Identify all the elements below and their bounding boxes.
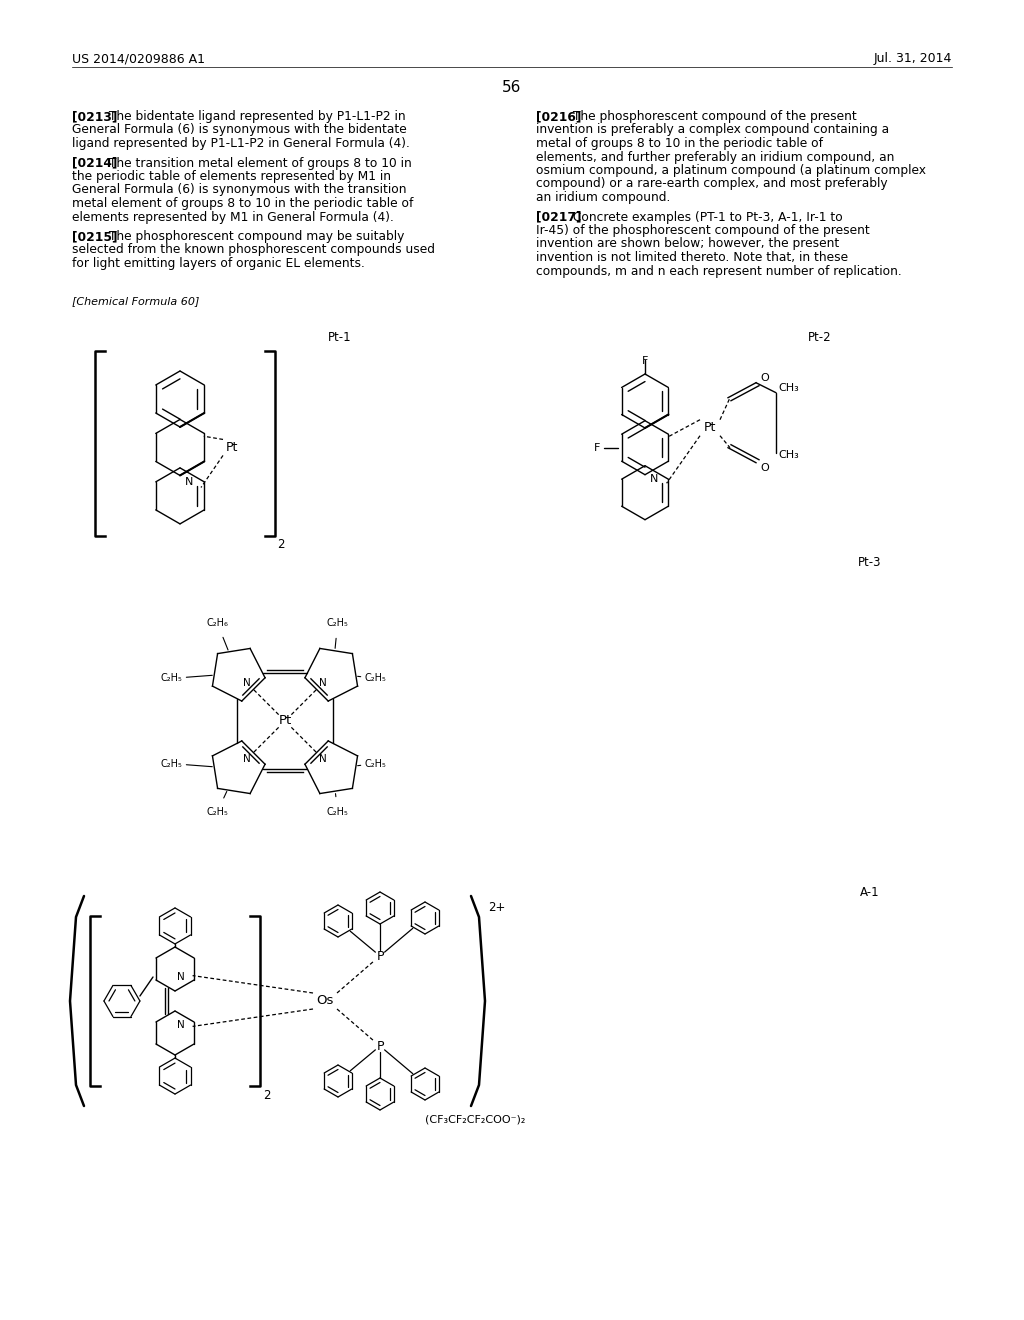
Text: Pt: Pt [279, 714, 292, 727]
Text: The bidentate ligand represented by P1-L1-P2 in: The bidentate ligand represented by P1-L… [104, 110, 406, 123]
Text: C₂H₅: C₂H₅ [207, 807, 228, 817]
Text: osmium compound, a platinum compound (a platinum complex: osmium compound, a platinum compound (a … [536, 164, 926, 177]
Text: The phosphorescent compound may be suitably: The phosphorescent compound may be suita… [104, 230, 404, 243]
Text: O: O [760, 372, 769, 383]
Text: CH₃: CH₃ [778, 383, 799, 393]
Text: N: N [185, 477, 194, 487]
Text: for light emitting layers of organic EL elements.: for light emitting layers of organic EL … [72, 257, 365, 271]
Text: C₂H₅: C₂H₅ [161, 673, 182, 684]
Text: The transition metal element of groups 8 to 10 in: The transition metal element of groups 8… [104, 157, 412, 169]
Text: selected from the known phosphorescent compounds used: selected from the known phosphorescent c… [72, 243, 435, 256]
Text: compound) or a rare-earth complex, and most preferably: compound) or a rare-earth complex, and m… [536, 177, 888, 190]
Text: compounds, m and n each represent number of replication.: compounds, m and n each represent number… [536, 264, 902, 277]
Text: CH₃: CH₃ [778, 450, 799, 459]
Text: elements, and further preferably an iridium compound, an: elements, and further preferably an irid… [536, 150, 894, 164]
Text: metal element of groups 8 to 10 in the periodic table of: metal element of groups 8 to 10 in the p… [72, 197, 414, 210]
Text: C₂H₆: C₂H₆ [207, 618, 228, 628]
Text: N: N [244, 754, 251, 764]
Text: N: N [318, 678, 327, 688]
Text: 56: 56 [503, 81, 521, 95]
Text: 2: 2 [278, 539, 285, 550]
Text: C₂H₅: C₂H₅ [365, 759, 386, 768]
Text: A-1: A-1 [860, 886, 880, 899]
Text: invention is preferably a complex compound containing a: invention is preferably a complex compou… [536, 124, 889, 136]
Text: C₂H₅: C₂H₅ [161, 759, 182, 768]
Text: invention is not limited thereto. Note that, in these: invention is not limited thereto. Note t… [536, 251, 848, 264]
Text: [0213]: [0213] [72, 110, 118, 123]
Text: metal of groups 8 to 10 in the periodic table of: metal of groups 8 to 10 in the periodic … [536, 137, 823, 150]
Text: [0217]: [0217] [536, 210, 582, 223]
Text: P: P [376, 949, 384, 962]
Text: [Chemical Formula 60]: [Chemical Formula 60] [72, 296, 200, 306]
Text: O: O [760, 463, 769, 473]
Text: Pt: Pt [703, 421, 716, 434]
Text: 2: 2 [263, 1089, 270, 1102]
Text: N: N [244, 678, 251, 688]
Text: [0216]: [0216] [536, 110, 582, 123]
Text: Pt-2: Pt-2 [808, 331, 831, 345]
Text: ligand represented by P1-L1-P2 in General Formula (4).: ligand represented by P1-L1-P2 in Genera… [72, 137, 410, 150]
Text: elements represented by M1 in General Formula (4).: elements represented by M1 in General Fo… [72, 210, 394, 223]
Text: Concrete examples (PT-1 to Pt-3, A-1, Ir-1 to: Concrete examples (PT-1 to Pt-3, A-1, Ir… [568, 210, 843, 223]
Text: Os: Os [316, 994, 334, 1007]
Text: Ir-45) of the phosphorescent compound of the present: Ir-45) of the phosphorescent compound of… [536, 224, 869, 238]
Text: [0214]: [0214] [72, 157, 118, 169]
Text: Pt: Pt [226, 441, 239, 454]
Text: invention are shown below; however, the present: invention are shown below; however, the … [536, 238, 840, 251]
Text: an iridium compound.: an iridium compound. [536, 191, 671, 205]
Text: 2+: 2+ [488, 902, 506, 913]
Text: Jul. 31, 2014: Jul. 31, 2014 [873, 51, 952, 65]
Text: US 2014/0209886 A1: US 2014/0209886 A1 [72, 51, 205, 65]
Text: General Formula (6) is synonymous with the bidentate: General Formula (6) is synonymous with t… [72, 124, 407, 136]
Text: F: F [594, 442, 600, 453]
Text: [0215]: [0215] [72, 230, 118, 243]
Text: F: F [642, 356, 648, 366]
Text: P: P [376, 1040, 384, 1052]
Text: (CF₃CF₂CF₂COO⁻)₂: (CF₃CF₂CF₂COO⁻)₂ [425, 1114, 525, 1125]
Text: N: N [318, 754, 327, 764]
Text: Pt-1: Pt-1 [328, 331, 352, 345]
Text: N: N [650, 474, 658, 484]
Text: General Formula (6) is synonymous with the transition: General Formula (6) is synonymous with t… [72, 183, 407, 197]
Text: N: N [177, 972, 185, 982]
Text: Pt-3: Pt-3 [858, 556, 882, 569]
Text: C₂H₅: C₂H₅ [327, 807, 348, 817]
Text: C₂H₅: C₂H₅ [365, 673, 386, 684]
Text: The phosphorescent compound of the present: The phosphorescent compound of the prese… [568, 110, 856, 123]
Text: N: N [177, 1020, 185, 1030]
Text: C₂H₅: C₂H₅ [327, 618, 348, 628]
Text: the periodic table of elements represented by M1 in: the periodic table of elements represent… [72, 170, 391, 183]
